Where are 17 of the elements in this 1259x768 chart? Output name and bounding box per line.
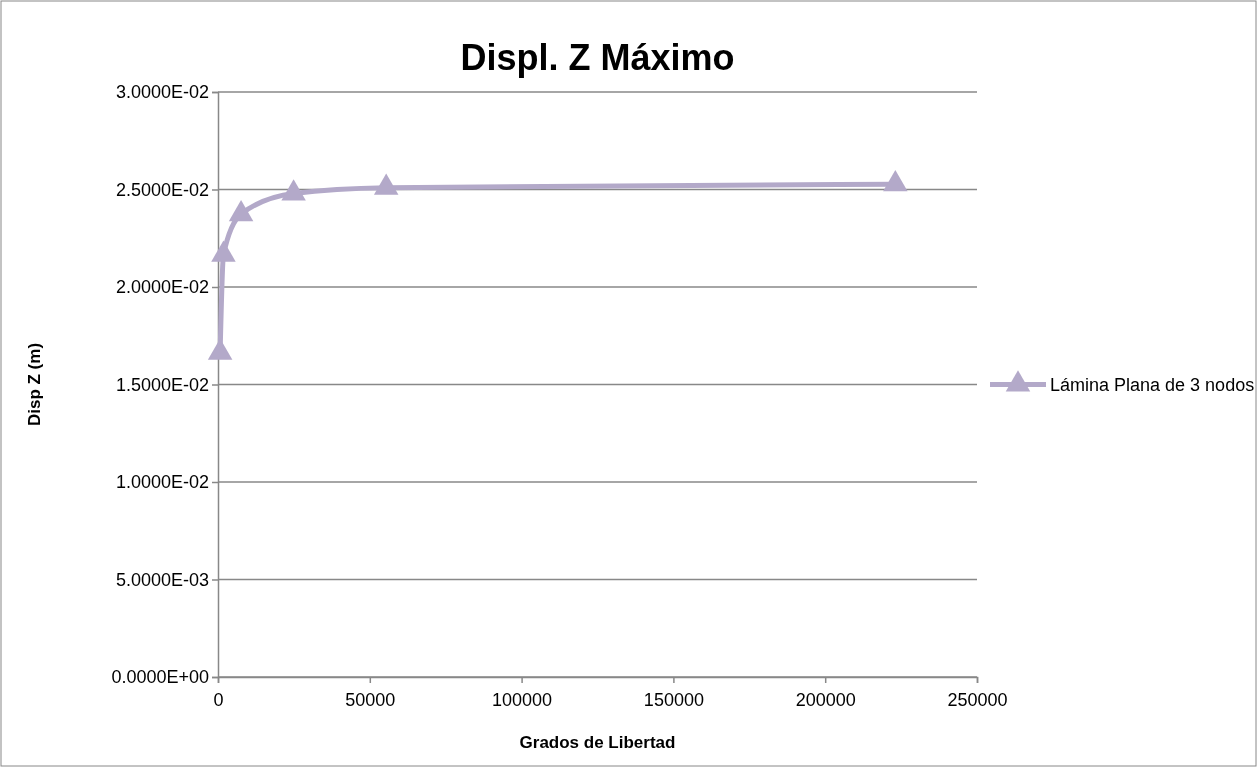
y-axis-title: Disp Z (m) (25, 342, 44, 427)
y-tick-label: 2.5000E-02 (115, 179, 209, 200)
legend-label: Lámina Plana de 3 nodos (1050, 374, 1255, 395)
x-tick-label: 200000 (795, 689, 856, 710)
y-tick-label: 1.5000E-02 (115, 374, 209, 395)
x-tick-label: 50000 (345, 689, 396, 710)
y-tick-label: 3.0000E-02 (115, 82, 209, 103)
y-tick-label: 1.0000E-02 (115, 472, 209, 493)
y-tick-label: 2.0000E-02 (115, 277, 209, 298)
x-tick-label: 150000 (643, 689, 704, 710)
y-tick-label: 0.0000E+00 (111, 667, 209, 688)
x-tick-label: 250000 (947, 689, 1008, 710)
chart-title: Displ. Z Máximo (460, 37, 735, 78)
x-tick-label: 0 (213, 689, 224, 710)
x-axis-title: Grados de Libertad (519, 733, 676, 752)
y-tick-label: 5.0000E-03 (115, 569, 209, 590)
x-tick-label: 100000 (492, 689, 553, 710)
